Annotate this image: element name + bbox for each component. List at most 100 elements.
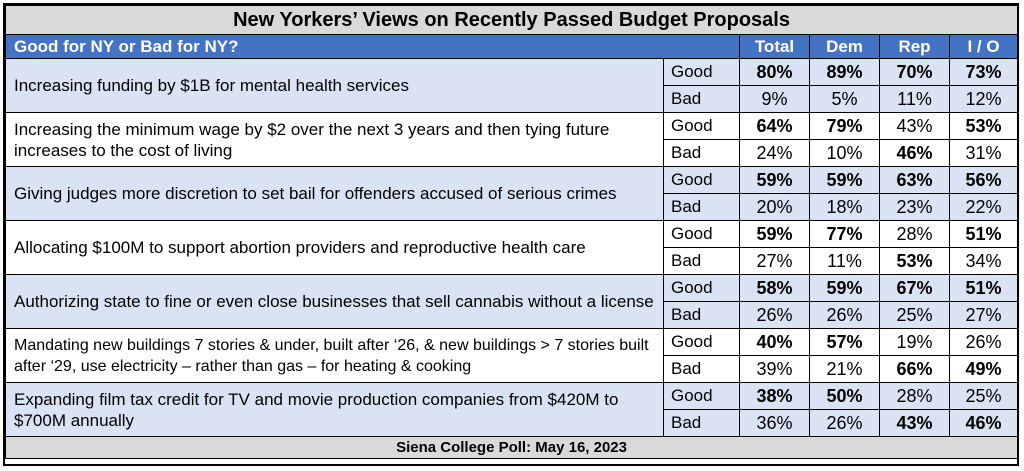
value-cell: 53%	[948, 112, 1019, 140]
proposal-text: Increasing funding by $1B for mental hea…	[5, 58, 664, 113]
value-cell: 56%	[948, 166, 1019, 194]
value-cell: 64%	[739, 112, 810, 140]
column-header-dem: Dem	[809, 34, 880, 59]
proposal-text: Allocating $100M to support abortion pro…	[5, 220, 664, 275]
value-cell: 70%	[879, 58, 950, 86]
value-cell: 46%	[948, 409, 1019, 437]
value-cell: 46%	[879, 139, 950, 167]
value-cell: 22%	[948, 193, 1019, 221]
poll-results-table: New Yorkers’ Views on Recently Passed Bu…	[4, 5, 1019, 459]
value-cell: 53%	[879, 247, 950, 275]
table-row-bad: Bad 36% 26% 43% 46%	[6, 409, 1019, 437]
value-cell: 66%	[879, 355, 950, 383]
value-cell: 50%	[809, 382, 880, 410]
value-cell: 43%	[879, 409, 950, 437]
value-cell: 79%	[809, 112, 880, 140]
value-cell: 59%	[739, 166, 810, 194]
value-cell: 26%	[809, 301, 880, 329]
value-cell: 21%	[809, 355, 880, 383]
value-cell: 57%	[809, 328, 880, 356]
table-row-good: Expanding film tax credit for TV and mov…	[5, 382, 1019, 437]
value-cell: 28%	[879, 220, 950, 248]
value-cell: 26%	[739, 301, 810, 329]
table-row-bad: Bad 24% 10% 46% 31%	[6, 139, 1019, 167]
proposal-text: Increasing the minimum wage by $2 over t…	[5, 112, 664, 167]
value-cell: 26%	[809, 409, 880, 437]
value-cell: 49%	[948, 355, 1019, 383]
value-cell: 20%	[739, 193, 810, 221]
good-label: Good	[663, 166, 740, 194]
bad-label: Bad	[663, 193, 740, 221]
bad-label: Bad	[663, 139, 740, 167]
value-cell: 26%	[948, 328, 1019, 356]
value-cell: 58%	[739, 274, 810, 302]
proposal-text: Mandating new buildings 7 stories & unde…	[5, 328, 664, 383]
header-row: Good for NY or Bad for NY? Total Dem Rep…	[5, 34, 1019, 59]
value-cell: 40%	[739, 328, 810, 356]
column-header-rep: Rep	[879, 34, 950, 59]
value-cell: 36%	[739, 409, 810, 437]
value-cell: 9%	[739, 85, 810, 113]
value-cell: 10%	[809, 139, 880, 167]
value-cell: 59%	[809, 166, 880, 194]
good-label: Good	[663, 382, 740, 410]
table-row-good: Increasing the minimum wage by $2 over t…	[5, 112, 1019, 167]
table-row-good: Increasing funding by $1B for mental hea…	[5, 58, 1019, 113]
table-row-good: Giving judges more discretion to set bai…	[5, 166, 1019, 221]
table-row-bad: Bad 26% 26% 25% 27%	[6, 301, 1019, 329]
value-cell: 59%	[809, 274, 880, 302]
table-title: New Yorkers’ Views on Recently Passed Bu…	[4, 5, 1019, 35]
value-cell: 38%	[739, 382, 810, 410]
value-cell: 39%	[739, 355, 810, 383]
table-row-bad: Bad 9% 5% 11% 12%	[6, 85, 1019, 113]
value-cell: 27%	[948, 301, 1019, 329]
value-cell: 77%	[809, 220, 880, 248]
proposal-text: Authorizing state to fine or even close …	[5, 274, 664, 329]
value-cell: 80%	[739, 58, 810, 86]
value-cell: 34%	[948, 247, 1019, 275]
table-row-good: Allocating $100M to support abortion pro…	[5, 220, 1019, 275]
value-cell: 5%	[809, 85, 880, 113]
value-cell: 28%	[879, 382, 950, 410]
value-cell: 11%	[879, 85, 950, 113]
value-cell: 89%	[809, 58, 880, 86]
value-cell: 11%	[809, 247, 880, 275]
good-label: Good	[663, 274, 740, 302]
table-row-bad: Bad 20% 18% 23% 22%	[6, 193, 1019, 221]
value-cell: 51%	[948, 220, 1019, 248]
table-row-bad: Bad 39% 21% 66% 49%	[6, 355, 1019, 383]
value-cell: 63%	[879, 166, 950, 194]
column-header-io: I / O	[948, 34, 1019, 59]
value-cell: 31%	[948, 139, 1019, 167]
value-cell: 24%	[739, 139, 810, 167]
good-label: Good	[663, 220, 740, 248]
good-label: Good	[663, 328, 740, 356]
table-row-good: Mandating new buildings 7 stories & unde…	[5, 328, 1019, 383]
value-cell: 73%	[948, 58, 1019, 86]
bad-label: Bad	[663, 85, 740, 113]
proposal-text: Giving judges more discretion to set bai…	[5, 166, 664, 221]
good-label: Good	[663, 112, 740, 140]
table-row-bad: Bad 27% 11% 53% 34%	[6, 247, 1019, 275]
table-row-good: Authorizing state to fine or even close …	[5, 274, 1019, 329]
good-label: Good	[663, 58, 740, 86]
bad-label: Bad	[663, 247, 740, 275]
question-header: Good for NY or Bad for NY?	[5, 34, 740, 59]
bad-label: Bad	[663, 355, 740, 383]
value-cell: 67%	[879, 274, 950, 302]
value-cell: 25%	[948, 382, 1019, 410]
value-cell: 27%	[739, 247, 810, 275]
value-cell: 18%	[809, 193, 880, 221]
poll-table-frame: New Yorkers’ Views on Recently Passed Bu…	[3, 3, 1019, 466]
value-cell: 25%	[879, 301, 950, 329]
proposal-text: Expanding film tax credit for TV and mov…	[5, 382, 664, 437]
value-cell: 51%	[948, 274, 1019, 302]
column-header-total: Total	[739, 34, 810, 59]
value-cell: 43%	[879, 112, 950, 140]
footer-source: Siena College Poll: May 16, 2023	[4, 436, 1019, 459]
bad-label: Bad	[663, 409, 740, 437]
value-cell: 12%	[948, 85, 1019, 113]
value-cell: 59%	[739, 220, 810, 248]
bad-label: Bad	[663, 301, 740, 329]
value-cell: 23%	[879, 193, 950, 221]
